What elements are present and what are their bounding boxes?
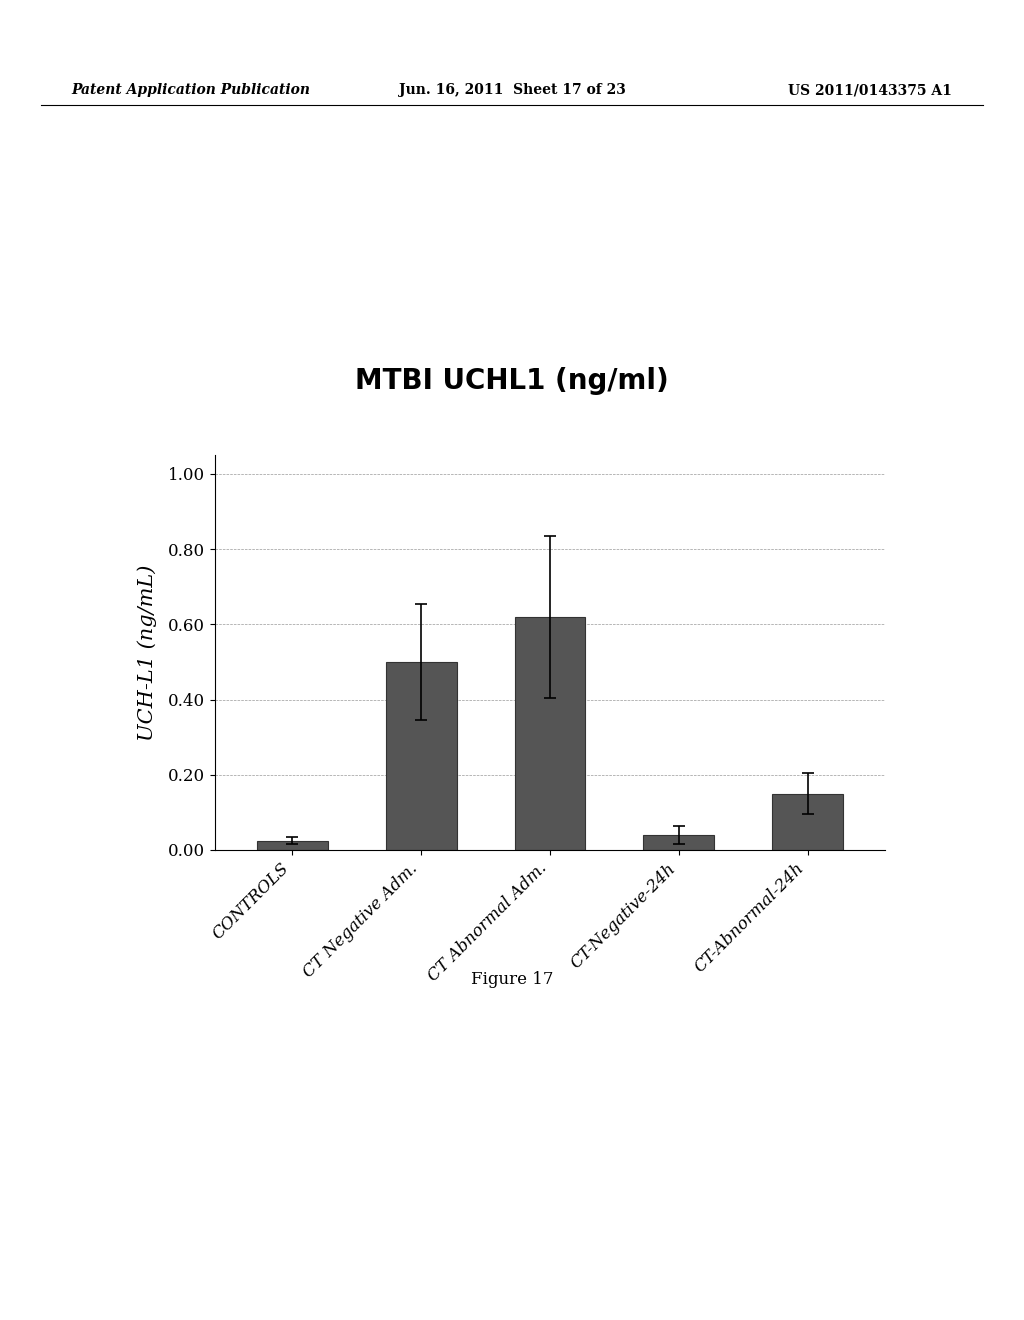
Y-axis label: UCH-L1 (ng/mL): UCH-L1 (ng/mL): [137, 565, 157, 741]
Text: MTBI UCHL1 (ng/ml): MTBI UCHL1 (ng/ml): [355, 367, 669, 395]
Bar: [772, 793, 843, 850]
Text: US 2011/0143375 A1: US 2011/0143375 A1: [788, 83, 952, 96]
Bar: [643, 836, 715, 850]
Bar: [386, 661, 457, 850]
Text: Figure 17: Figure 17: [471, 972, 553, 989]
Bar: [257, 841, 328, 850]
Text: Patent Application Publication: Patent Application Publication: [72, 83, 310, 96]
Text: Jun. 16, 2011  Sheet 17 of 23: Jun. 16, 2011 Sheet 17 of 23: [398, 83, 626, 96]
Bar: [515, 616, 586, 850]
